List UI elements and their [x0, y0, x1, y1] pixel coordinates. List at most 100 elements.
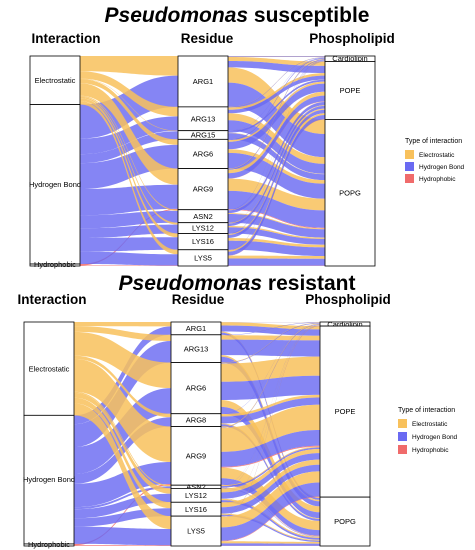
- flow-hydrogen-bond-to-asn2: [80, 210, 178, 229]
- flow-arg13-to-pope: [228, 73, 325, 110]
- node-label: ARG9: [193, 185, 213, 194]
- node-hydrogen-bond: Hydrogen Bond: [23, 414, 75, 545]
- sankey-nodes: Electrostatic Hydrogen Bond Hydrophobic ARG…: [23, 320, 371, 549]
- node-label: Electrostatic: [35, 76, 76, 85]
- node-label: LYS16: [185, 505, 207, 514]
- node-lys12: LYS12: [170, 487, 222, 503]
- node-arg13: ARG13: [177, 106, 229, 132]
- flow-asn2-to-cardiolipin: [228, 60, 325, 211]
- flow-lys5-to-pope: [221, 482, 320, 541]
- flow-arg9-to-popg: [228, 178, 325, 211]
- node-label: POPE: [340, 86, 361, 95]
- node-lys16: LYS16: [170, 501, 222, 517]
- node-arg1: ARG1: [177, 55, 229, 108]
- node-label: Hydrophobic: [34, 260, 76, 269]
- flow-arg6-to-cardiolipin: [228, 57, 325, 140]
- node-label: LYS16: [192, 237, 214, 246]
- flow-hydrophobic-to-lys5: [80, 265, 178, 266]
- node-box: [319, 496, 371, 547]
- flow-electrostatic-to-asn2: [80, 95, 178, 211]
- node-pope: POPE: [324, 61, 376, 120]
- flow-arg6-to-pope: [221, 375, 320, 400]
- node-label: Hydrogen Bond: [29, 180, 81, 189]
- flow-electrostatic-to-arg6: [80, 78, 178, 145]
- flow-lys16-to-popg: [221, 514, 320, 542]
- node-arg8: ARG8: [170, 413, 222, 427]
- flow-lys5-to-cardiolipin: [228, 61, 325, 250]
- node-label: ARG8: [186, 416, 206, 425]
- flow-arg9-to-pope: [221, 430, 320, 467]
- flow-asn2-to-cardiolipin: [228, 60, 325, 210]
- legend-label-hydrophobic: Hydrophobic: [419, 176, 456, 183]
- flow-arg9-to-popg: [228, 209, 325, 229]
- flow-asn2-to-pope: [221, 447, 320, 488]
- flow-arg13-to-cardiolipin: [221, 322, 320, 336]
- flow-arg13-to-pope: [221, 335, 320, 341]
- flow-lys12-to-cardiolipin: [221, 325, 320, 489]
- node-arg15: ARG15: [177, 130, 229, 140]
- flow-arg15-to-pope: [228, 79, 325, 131]
- flow-lys16-to-pope: [221, 459, 320, 508]
- node-hydrophobic: Hydrophobic: [29, 260, 81, 269]
- node-label: POPG: [334, 517, 356, 526]
- flow-asn2-to-cardiolipin: [221, 324, 320, 486]
- node-lys16: LYS16: [177, 233, 229, 251]
- flow-electrostatic-to-arg6: [74, 331, 171, 389]
- flow-lys12-to-popg: [228, 227, 325, 245]
- flow-arg13-to-popg: [228, 120, 325, 174]
- column-header-phospholipid: Phospholipid: [305, 292, 391, 307]
- legend: Type of interaction Electrostatic Hydrog…: [405, 138, 465, 183]
- node-label: Hydrogen Bond: [23, 475, 75, 484]
- flow-electrostatic-to-arg1: [80, 56, 178, 76]
- flow-electrostatic-to-lys5: [74, 403, 171, 530]
- flow-arg13-to-cardiolipin: [228, 57, 325, 108]
- node-lys5: LYS5: [177, 249, 229, 267]
- flow-electrostatic-to-arg1: [74, 322, 171, 327]
- flow-arg6-to-pope: [228, 81, 325, 142]
- flow-electrostatic-to-lys5: [80, 101, 178, 255]
- node-box: [324, 61, 376, 120]
- node-box: [177, 249, 229, 267]
- flow-lys5-to-cardiolipin: [221, 326, 320, 517]
- node-pope: POPE: [319, 325, 371, 498]
- node-label: LYS5: [194, 253, 212, 262]
- flow-arg9-to-cardiolipin: [221, 324, 320, 428]
- flow-electrostatic-to-arg9: [80, 83, 178, 185]
- flow-arg8-to-cardiolipin: [221, 323, 320, 414]
- node-box: [170, 515, 222, 547]
- title-italic: Pseudomonas: [119, 272, 263, 295]
- node-asn2: ASN2: [177, 209, 229, 224]
- flow-arg1-to-pope: [228, 61, 325, 74]
- flow-hydrogen-bond-to-arg1: [74, 326, 171, 425]
- flow-arg8-to-cardiolipin: [221, 323, 320, 415]
- flow-hydrogen-bond-to-arg15: [80, 131, 178, 164]
- flow-arg9-to-cardiolipin: [221, 324, 320, 428]
- node-label: Cardiolipin: [327, 320, 362, 329]
- flow-lys5-to-pope: [228, 113, 325, 252]
- flow-electrostatic-to-arg13: [74, 326, 171, 341]
- node-box: [23, 543, 75, 547]
- flow-arg15-to-cardiolipin: [228, 57, 325, 131]
- flow-lys16-to-pope: [228, 108, 325, 235]
- flow-lys12-to-cardiolipin: [228, 60, 325, 223]
- node-label: ARG1: [193, 77, 213, 86]
- flow-arg8-to-pope: [221, 394, 320, 417]
- node-box: [29, 55, 81, 105]
- sankey-flows: [74, 322, 320, 546]
- node-label: Electrostatic: [29, 364, 70, 373]
- node-label: Hydrophobic: [28, 540, 70, 549]
- legend-label-electrostatic: Electrostatic: [419, 152, 455, 159]
- flow-hydrophobic-to-arg9: [80, 208, 178, 266]
- node-label: ASN2: [193, 212, 213, 221]
- legend-label-electrostatic: Electrostatic: [412, 421, 448, 428]
- flow-lys16-to-popg: [228, 240, 325, 257]
- flow-lys16-to-popg: [221, 513, 320, 541]
- node-arg6: ARG6: [170, 362, 222, 415]
- title-italic: Pseudomonas: [105, 4, 249, 27]
- legend-swatch-hydrophobic: [405, 174, 414, 183]
- node-electrostatic: Electrostatic: [29, 55, 81, 105]
- flow-lys16-to-pope: [228, 109, 325, 238]
- flow-hydrogen-bond-to-lys5: [74, 526, 171, 546]
- flow-lys5-to-pope: [221, 496, 320, 542]
- chart-title: Pseudomonas susceptible: [105, 4, 370, 27]
